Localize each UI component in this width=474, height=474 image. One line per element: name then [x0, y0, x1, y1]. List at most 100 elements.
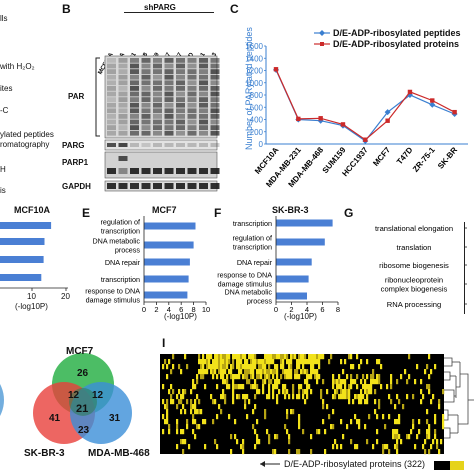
blot-figure: MCF10AMCF10AMDA-MB-231MDA-MB-468SUM159HC… [95, 51, 220, 192]
heatmap-cell [198, 409, 201, 415]
heatmap-cell [264, 369, 267, 375]
tick-label: 10 [27, 292, 36, 301]
heatmap-cell [276, 369, 279, 375]
heatmap-cell [202, 354, 205, 360]
heatmap-cell [434, 364, 437, 370]
heatmap-cell [196, 424, 199, 430]
panel-a-item: H [0, 165, 6, 174]
heatmap-cell [198, 399, 201, 405]
heatmap-cell [170, 384, 173, 390]
heatmap-cell [334, 389, 337, 395]
heatmap-cell [222, 379, 225, 385]
heatmap-cell [248, 369, 251, 375]
heatmap-cell [240, 359, 243, 365]
heatmap-cell [264, 409, 267, 415]
heatmap-cell [276, 364, 279, 370]
parg-band [199, 143, 208, 147]
y-tick-label: 0 [259, 140, 264, 149]
heatmap-cell [182, 429, 185, 435]
heatmap-cell [194, 384, 197, 390]
heatmap-cell [304, 369, 307, 375]
heatmap-cell [196, 409, 199, 415]
heatmap-cell [374, 409, 377, 415]
heatmap-cell [216, 374, 219, 380]
heatmap-cell [422, 394, 425, 400]
heatmap-cell [162, 399, 165, 405]
par-band [118, 97, 128, 102]
parp1-band [153, 168, 162, 174]
heatmap-cell [346, 394, 349, 400]
heatmap-cell [202, 419, 205, 425]
data-point [273, 67, 279, 72]
par-band [107, 125, 116, 130]
heatmap-cell [252, 384, 255, 390]
heatmap-cell [356, 354, 359, 360]
x-axis-label: (-log10P) [284, 312, 317, 321]
par-band [187, 108, 197, 114]
heatmap-cell [322, 354, 325, 360]
heatmap-cell [236, 364, 239, 370]
heatmap-cell [252, 409, 255, 415]
series-line [275, 69, 455, 141]
heatmap-cell [388, 394, 391, 400]
heatmap-cell [284, 369, 287, 375]
par-band [141, 130, 151, 136]
heatmap-cell [256, 419, 259, 425]
shparg-label: shPARG [144, 3, 176, 12]
venn-count: 21 [76, 403, 89, 415]
y-tick-label: 1000 [245, 79, 263, 88]
heatmap-cell [166, 404, 169, 410]
x-tick-label: ZR-75-1 [411, 145, 437, 174]
category-label: response to DNA [85, 287, 140, 296]
par-band [107, 97, 116, 102]
heatmap-cell [184, 389, 187, 395]
par-band [199, 80, 208, 86]
bar [276, 258, 312, 266]
panel-label: C [230, 2, 239, 16]
heatmap-cell [220, 374, 223, 380]
heatmap-cell [340, 384, 343, 390]
heatmap-cell [388, 449, 391, 455]
heatmap-cell [170, 399, 173, 405]
heatmap-cell [270, 359, 273, 365]
heatmap-cell [266, 369, 269, 375]
heatmap-cell [166, 409, 169, 415]
heatmap-cell [426, 434, 429, 440]
par-band [164, 69, 174, 74]
heatmap-cell [232, 379, 235, 385]
par-band [153, 74, 162, 80]
par-band [199, 86, 208, 91]
heatmap-cell [232, 384, 235, 390]
heatmap-cell [224, 399, 227, 405]
cropped-circle [0, 384, 4, 416]
data-point [430, 98, 435, 103]
heatmap-cell [412, 424, 415, 430]
heatmap-cell [200, 369, 203, 375]
heatmap-cell [176, 444, 179, 450]
term-label: translational elongation [375, 224, 453, 233]
heatmap-cell [356, 419, 359, 425]
par-band [130, 86, 139, 91]
panel-i: I D/E-ADP-ribosylated proteins (322) [150, 336, 474, 474]
par-band [210, 91, 220, 97]
gapdh-band [210, 183, 220, 189]
par-band [141, 91, 151, 97]
heatmap-cell [226, 379, 229, 385]
parp1-band [107, 168, 116, 174]
x-tick-label: 0 [142, 305, 146, 314]
heatmap-cell [276, 434, 279, 440]
data-point [363, 137, 368, 142]
heatmap-cell [328, 359, 331, 365]
heatmap-cell [274, 434, 277, 440]
heatmap-cell [410, 429, 413, 435]
heatmap-cell [214, 359, 217, 365]
x-tick-label: 2 [289, 305, 293, 314]
bar-chart [0, 222, 68, 291]
heatmap-cell [318, 359, 321, 365]
heatmap-cell [342, 389, 345, 395]
heatmap-cell [408, 354, 411, 360]
bar [0, 222, 52, 229]
par-band [199, 130, 208, 136]
par-band [107, 102, 116, 108]
